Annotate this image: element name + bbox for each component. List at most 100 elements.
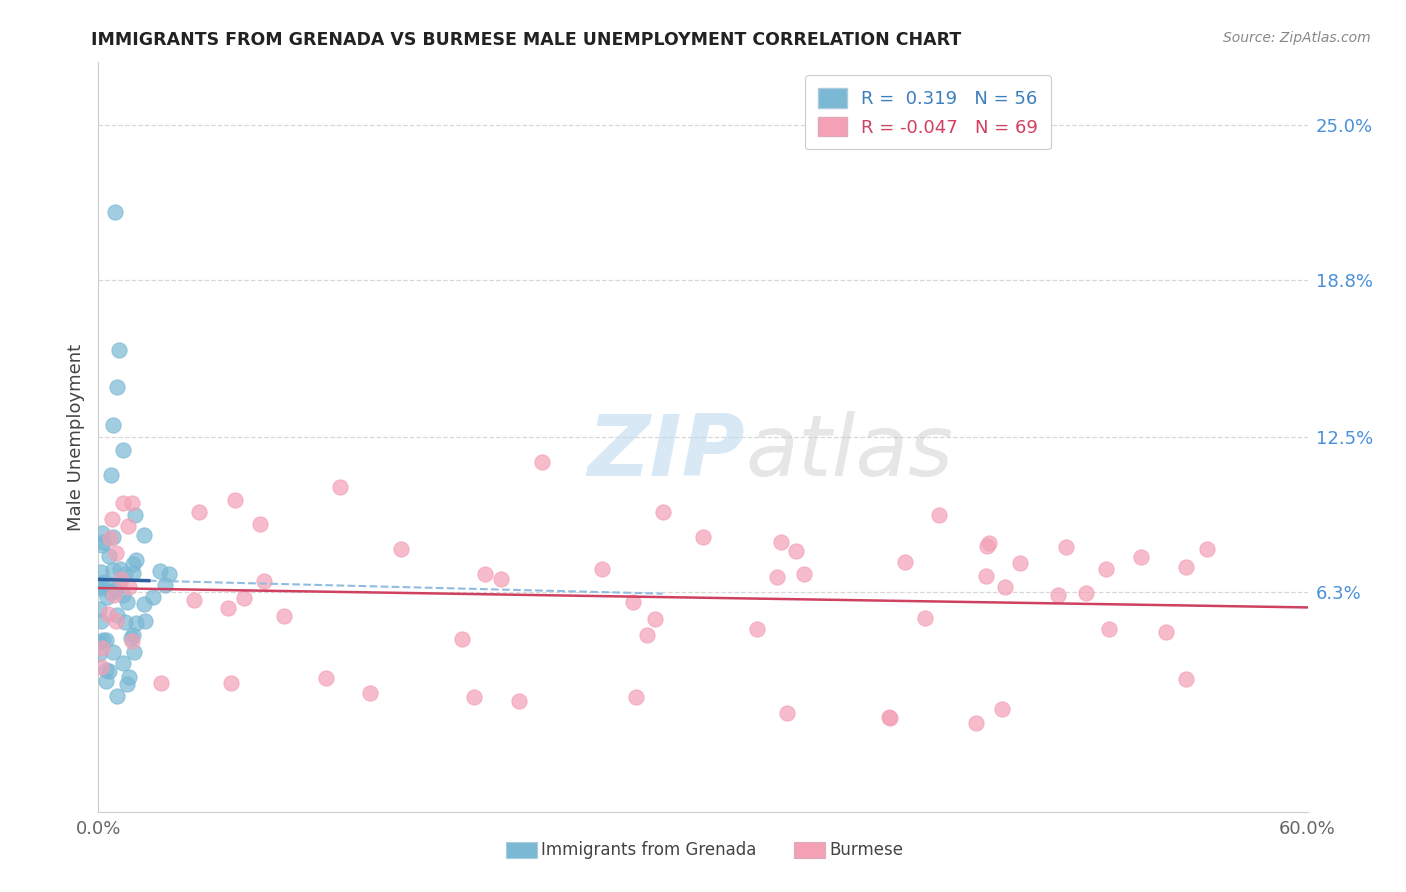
Point — [793, 567, 815, 582]
Point — [125, 615, 148, 630]
Point — [121, 496, 143, 510]
Point — [93, 574, 115, 589]
Point — [965, 715, 987, 730]
Point — [508, 694, 530, 708]
Point — [125, 553, 148, 567]
Point — [1095, 562, 1118, 576]
Point — [149, 676, 172, 690]
Point — [97, 549, 120, 564]
Point — [785, 544, 807, 558]
Point — [93, 534, 115, 549]
Point — [132, 528, 155, 542]
Point — [745, 622, 768, 636]
Point — [233, 591, 256, 605]
Point — [273, 609, 295, 624]
Point — [877, 710, 900, 724]
Point — [100, 585, 122, 599]
Point — [101, 563, 124, 577]
Point — [976, 539, 998, 553]
Point — [451, 632, 474, 646]
Point — [974, 568, 997, 582]
Point — [249, 517, 271, 532]
Point — [100, 467, 122, 482]
Point — [90, 565, 112, 579]
Point — [253, 574, 276, 589]
Point — [87, 635, 110, 649]
Point — [111, 496, 134, 510]
Point — [114, 566, 136, 581]
Point — [89, 581, 111, 595]
Point — [104, 582, 127, 597]
Point — [389, 542, 412, 557]
Point — [149, 564, 172, 578]
Legend: R =  0.319   N = 56, R = -0.047   N = 69: R = 0.319 N = 56, R = -0.047 N = 69 — [806, 75, 1050, 149]
Point — [1010, 556, 1032, 570]
Point — [1074, 586, 1097, 600]
Point — [1047, 588, 1070, 602]
Point — [110, 572, 132, 586]
Point — [122, 645, 145, 659]
Point — [893, 555, 915, 569]
Point — [474, 567, 496, 582]
Point — [112, 588, 135, 602]
Point — [183, 593, 205, 607]
Text: Immigrants from Grenada: Immigrants from Grenada — [541, 841, 756, 859]
Point — [96, 591, 118, 605]
Text: Burmese: Burmese — [830, 841, 904, 859]
Point — [94, 632, 117, 647]
Point — [124, 508, 146, 522]
Point — [112, 656, 135, 670]
Point — [90, 640, 112, 655]
Point — [98, 531, 121, 545]
Point — [89, 579, 111, 593]
Point — [107, 343, 129, 357]
Point — [118, 580, 141, 594]
Point — [121, 566, 143, 580]
Point — [89, 602, 111, 616]
Point — [928, 508, 950, 522]
Text: atlas: atlas — [745, 410, 953, 493]
Point — [359, 686, 381, 700]
Point — [142, 591, 165, 605]
Point — [463, 690, 485, 704]
Point — [621, 595, 644, 609]
Point — [101, 512, 124, 526]
Point — [105, 690, 128, 704]
Point — [1174, 672, 1197, 686]
Point — [101, 530, 124, 544]
Text: ZIP: ZIP — [588, 410, 745, 493]
Point — [157, 567, 180, 582]
Point — [994, 580, 1017, 594]
Point — [188, 505, 211, 519]
Point — [114, 615, 136, 629]
Point — [217, 600, 239, 615]
Point — [117, 519, 139, 533]
Point — [101, 645, 124, 659]
Point — [879, 711, 901, 725]
Point — [118, 670, 141, 684]
Point — [90, 577, 112, 591]
Point — [105, 546, 128, 560]
Point — [591, 562, 613, 576]
Point — [101, 417, 124, 432]
Y-axis label: Male Unemployment: Male Unemployment — [66, 343, 84, 531]
Point — [624, 690, 647, 704]
Point — [1195, 542, 1218, 557]
Point — [530, 455, 553, 469]
Point — [122, 557, 145, 571]
Point — [108, 562, 131, 576]
Text: IMMIGRANTS FROM GRENADA VS BURMESE MALE UNEMPLOYMENT CORRELATION CHART: IMMIGRANTS FROM GRENADA VS BURMESE MALE … — [91, 31, 962, 49]
Point — [491, 573, 513, 587]
Point — [651, 505, 673, 519]
Point — [94, 663, 117, 677]
Point — [110, 575, 132, 590]
Point — [977, 535, 1000, 549]
Point — [692, 530, 714, 544]
Point — [329, 480, 352, 494]
Point — [315, 671, 337, 685]
Point — [644, 612, 666, 626]
Point — [117, 677, 139, 691]
Point — [91, 537, 114, 551]
Point — [991, 702, 1014, 716]
Point — [224, 493, 246, 508]
